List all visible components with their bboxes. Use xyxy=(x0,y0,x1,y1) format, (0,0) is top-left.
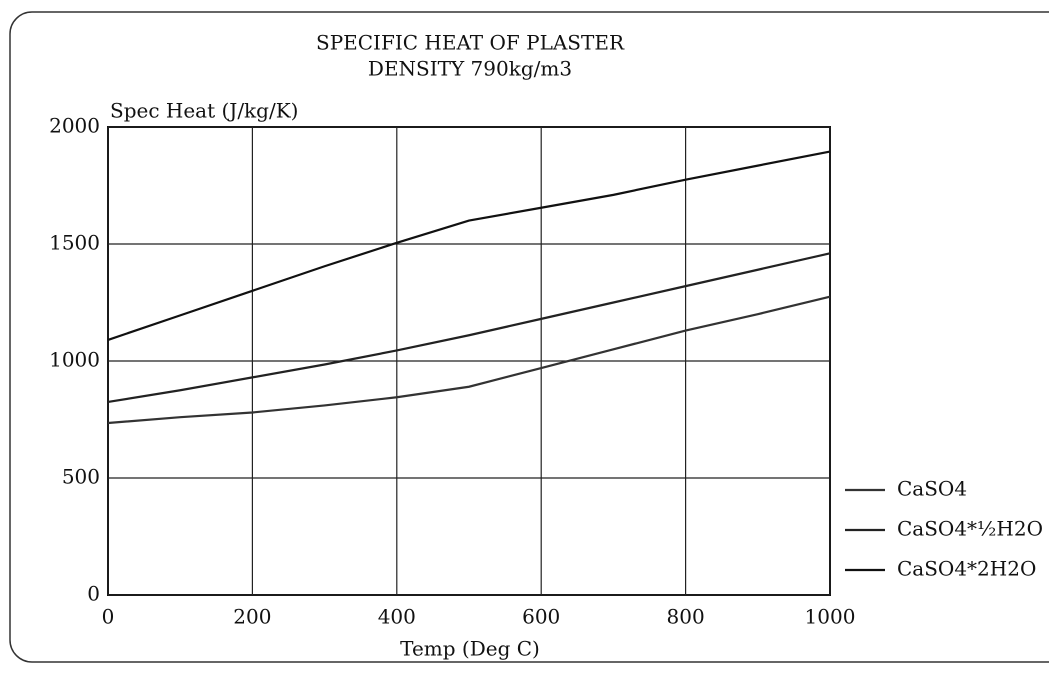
x-tick-label: 0 xyxy=(102,605,115,629)
x-tick-label: 1000 xyxy=(805,605,856,629)
y-tick-label: 500 xyxy=(62,465,100,489)
y-tick-label: 1500 xyxy=(49,231,100,255)
x-tick-label: 800 xyxy=(667,605,705,629)
x-axis-label: Temp (Deg C) xyxy=(400,637,540,661)
y-tick-label: 0 xyxy=(87,582,100,606)
series-line xyxy=(107,150,831,341)
y-axis-label: Spec Heat (J/kg/K) xyxy=(110,99,298,123)
legend-label: CaSO4 xyxy=(897,477,967,501)
frame xyxy=(9,11,1049,663)
series-line xyxy=(107,295,831,425)
chart-title: SPECIFIC HEAT OF PLASTER xyxy=(316,31,625,55)
x-tick-label: 400 xyxy=(378,605,416,629)
y-tick-label: 2000 xyxy=(49,114,100,138)
x-tick-label: 200 xyxy=(233,605,271,629)
chart-subtitle: DENSITY 790kg/m3 xyxy=(368,57,572,81)
legend-label: CaSO4*½H2O xyxy=(897,517,1043,541)
series-line xyxy=(107,252,831,404)
y-tick-label: 1000 xyxy=(49,348,100,372)
legend-label: CaSO4*2H2O xyxy=(897,557,1036,581)
x-tick-label: 600 xyxy=(522,605,560,629)
